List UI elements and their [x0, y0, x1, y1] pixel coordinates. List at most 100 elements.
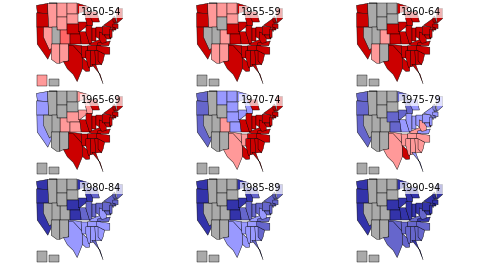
- Polygon shape: [95, 227, 102, 241]
- Polygon shape: [434, 16, 437, 23]
- Polygon shape: [357, 163, 368, 174]
- Polygon shape: [82, 234, 90, 247]
- Polygon shape: [368, 3, 377, 27]
- Polygon shape: [44, 203, 52, 226]
- Polygon shape: [109, 210, 110, 215]
- Polygon shape: [208, 179, 217, 203]
- Polygon shape: [401, 222, 408, 234]
- Polygon shape: [424, 35, 431, 39]
- Polygon shape: [370, 179, 387, 193]
- Polygon shape: [60, 206, 70, 220]
- Polygon shape: [196, 3, 208, 13]
- Polygon shape: [406, 201, 412, 220]
- Polygon shape: [209, 79, 219, 86]
- Polygon shape: [57, 17, 67, 30]
- Polygon shape: [433, 105, 435, 112]
- Polygon shape: [67, 200, 80, 210]
- Polygon shape: [86, 227, 91, 244]
- Polygon shape: [217, 105, 228, 119]
- Polygon shape: [115, 27, 116, 30]
- Polygon shape: [197, 101, 209, 115]
- Polygon shape: [402, 234, 410, 247]
- Polygon shape: [390, 210, 401, 220]
- Polygon shape: [408, 12, 420, 22]
- Polygon shape: [402, 58, 410, 72]
- Polygon shape: [49, 3, 67, 17]
- Polygon shape: [52, 115, 60, 132]
- Polygon shape: [116, 8, 122, 23]
- Polygon shape: [103, 105, 115, 120]
- Polygon shape: [248, 12, 259, 22]
- Polygon shape: [430, 205, 432, 214]
- Polygon shape: [276, 185, 283, 199]
- Polygon shape: [197, 189, 209, 203]
- Polygon shape: [251, 51, 256, 67]
- Polygon shape: [264, 17, 275, 32]
- Polygon shape: [197, 203, 212, 235]
- Polygon shape: [116, 185, 122, 199]
- Polygon shape: [92, 204, 96, 217]
- Polygon shape: [115, 203, 116, 206]
- Polygon shape: [36, 179, 48, 190]
- Polygon shape: [78, 198, 88, 208]
- Polygon shape: [363, 115, 372, 138]
- Polygon shape: [230, 122, 241, 132]
- Polygon shape: [99, 32, 107, 43]
- Polygon shape: [228, 102, 239, 112]
- Polygon shape: [114, 192, 117, 199]
- Polygon shape: [371, 44, 380, 63]
- Polygon shape: [217, 17, 228, 30]
- Text: 1975-79: 1975-79: [401, 95, 442, 105]
- Polygon shape: [220, 30, 230, 44]
- Polygon shape: [401, 46, 408, 58]
- Polygon shape: [258, 138, 264, 153]
- Polygon shape: [387, 200, 400, 210]
- Polygon shape: [357, 189, 369, 203]
- Polygon shape: [204, 203, 213, 226]
- Polygon shape: [92, 28, 96, 41]
- Polygon shape: [419, 120, 426, 131]
- Polygon shape: [87, 100, 99, 110]
- Polygon shape: [256, 203, 263, 215]
- Polygon shape: [387, 179, 397, 190]
- Polygon shape: [273, 203, 276, 206]
- Polygon shape: [37, 251, 48, 262]
- Polygon shape: [244, 187, 252, 201]
- Polygon shape: [249, 127, 263, 133]
- Polygon shape: [419, 208, 426, 219]
- Polygon shape: [387, 24, 400, 34]
- Polygon shape: [357, 3, 368, 13]
- Polygon shape: [368, 179, 377, 203]
- Polygon shape: [435, 27, 436, 30]
- Polygon shape: [371, 132, 380, 151]
- Polygon shape: [36, 3, 48, 13]
- Polygon shape: [410, 139, 416, 155]
- Polygon shape: [63, 46, 83, 82]
- Polygon shape: [67, 24, 80, 34]
- Polygon shape: [430, 122, 431, 127]
- Polygon shape: [274, 104, 277, 111]
- Polygon shape: [80, 32, 90, 44]
- Polygon shape: [249, 215, 263, 221]
- Polygon shape: [228, 200, 240, 210]
- Text: 1955-59: 1955-59: [241, 7, 281, 17]
- Polygon shape: [213, 203, 220, 220]
- Polygon shape: [113, 17, 115, 24]
- Polygon shape: [248, 187, 259, 198]
- Polygon shape: [211, 220, 220, 239]
- Text: 1970-74: 1970-74: [241, 95, 281, 105]
- Polygon shape: [432, 115, 435, 119]
- Polygon shape: [112, 115, 115, 119]
- Polygon shape: [412, 28, 416, 41]
- Polygon shape: [230, 210, 241, 220]
- Polygon shape: [77, 179, 89, 190]
- Polygon shape: [380, 44, 389, 63]
- Polygon shape: [430, 35, 431, 39]
- Polygon shape: [255, 51, 262, 65]
- Polygon shape: [49, 179, 67, 193]
- Polygon shape: [220, 206, 230, 220]
- Polygon shape: [82, 58, 90, 72]
- Polygon shape: [242, 145, 250, 159]
- Polygon shape: [423, 17, 435, 32]
- Polygon shape: [49, 255, 59, 262]
